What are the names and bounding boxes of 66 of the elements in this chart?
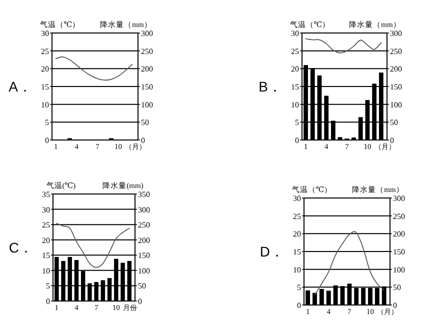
y2-tick-label: 200 [141, 64, 153, 74]
y2-tick-label: 0 [141, 136, 145, 145]
y2-tick-label: 50 [141, 118, 149, 128]
y2-tick-label: 0 [138, 297, 142, 306]
y-tick-label: 30 [293, 194, 301, 203]
y2-tick-label: 150 [393, 248, 405, 256]
y-tick-label: 5 [45, 118, 49, 128]
line-series [314, 231, 385, 296]
y-tick-label: 35 [42, 190, 50, 199]
y-tick-label: 0 [297, 301, 301, 310]
y2-tick-label: 100 [390, 100, 402, 110]
y-tick-label: 20 [41, 64, 49, 74]
y-tick-label: 10 [42, 266, 50, 276]
y2-tick-label: 50 [390, 118, 398, 128]
text: C． [8, 240, 33, 256]
line-series [56, 222, 130, 268]
y-tick-label: 15 [291, 82, 299, 92]
y-tick-label: 25 [293, 212, 301, 221]
y2-tick-label: 200 [393, 230, 405, 239]
y-tick-label: 0 [46, 297, 50, 306]
y-tick-label: 5 [46, 282, 50, 291]
y-tick-label: 30 [291, 29, 299, 38]
y-tick-label: 5 [295, 118, 299, 128]
y-tick-label: 10 [41, 100, 49, 110]
y-tick-label: 30 [41, 29, 49, 38]
y-tick-label: 10 [291, 100, 299, 110]
y-tick-label: 30 [42, 205, 50, 214]
y-tick-label: 20 [42, 236, 50, 245]
y2-tick-label: 100 [141, 100, 153, 110]
y2-tick-label: 50 [138, 282, 146, 291]
y2-tick-label: 150 [138, 251, 150, 260]
y2-tick-label: 100 [138, 266, 150, 276]
text: B． [258, 78, 282, 94]
y2-tick-label: 200 [138, 236, 150, 245]
y2-tick-label: 0 [393, 301, 397, 310]
y-tick-label: 0 [295, 136, 299, 145]
y-tick-label: 5 [297, 283, 301, 292]
y2-tick-label: 100 [393, 265, 405, 274]
text: D． [260, 244, 284, 260]
y2-tick-label: 250 [393, 212, 405, 221]
y2-tick-label: 150 [390, 82, 402, 92]
y-tick-label: 10 [293, 265, 301, 274]
y2-tick-label: 300 [393, 194, 405, 203]
y2-tick-label: 150 [141, 82, 153, 92]
y2-tick-label: 250 [138, 220, 150, 230]
y-tick-label: 0 [45, 136, 49, 145]
y-tick-label: 20 [293, 230, 301, 239]
y-tick-label: 20 [291, 64, 299, 74]
y-tick-label: 15 [42, 251, 50, 260]
line-series [55, 56, 133, 81]
y2-tick-label: 300 [141, 29, 153, 38]
y-tick-label: 15 [41, 82, 49, 92]
y2-tick-label: 0 [390, 136, 394, 145]
y-tick-label: 25 [291, 46, 299, 56]
y2-tick-label: 250 [141, 46, 153, 56]
y-tick-label: 25 [41, 46, 49, 56]
text: A． [8, 78, 32, 94]
y2-tick-label: 300 [138, 205, 150, 214]
y2-tick-label: 300 [390, 29, 402, 38]
y2-tick-label: 250 [390, 46, 402, 56]
line-series [305, 38, 382, 54]
y2-tick-label: 50 [393, 283, 401, 292]
y-tick-label: 25 [42, 220, 50, 230]
y-tick-label: 15 [293, 248, 301, 256]
y2-tick-label: 350 [138, 190, 150, 199]
y2-tick-label: 200 [390, 64, 402, 74]
